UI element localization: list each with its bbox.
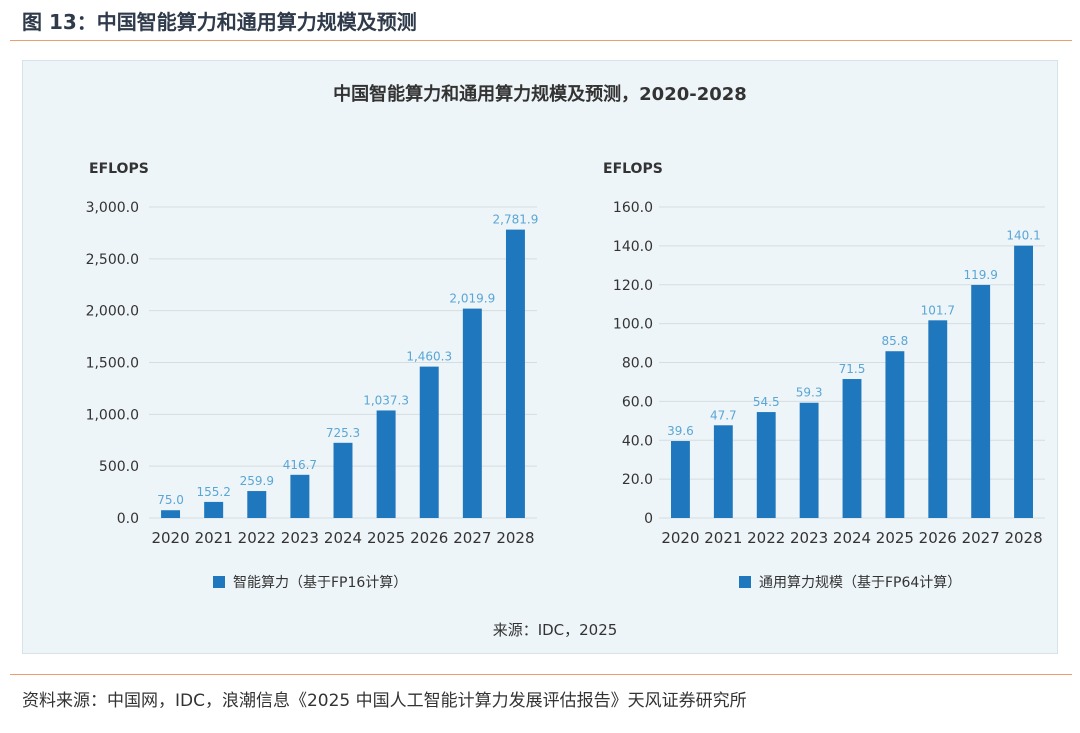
legend-swatch <box>739 576 751 588</box>
y-tick-label: 2,500.0 <box>86 252 139 268</box>
bottom-divider <box>10 674 1072 675</box>
top-divider <box>10 40 1072 41</box>
bar <box>885 351 905 518</box>
data-label: 101.7 <box>921 303 955 317</box>
x-tick-label: 2021 <box>704 529 742 547</box>
data-label: 54.5 <box>753 395 780 409</box>
chart-panel: 中国智能算力和通用算力规模及预测，2020-2028 EFLOPS 0.0 500.… <box>22 60 1058 654</box>
x-tick-label: 2024 <box>324 529 362 547</box>
data-label: 39.6 <box>667 424 694 438</box>
panel-title: 中国智能算力和通用算力规模及预测，2020-2028 <box>333 83 747 105</box>
x-tick-label: 2025 <box>876 529 914 547</box>
bar <box>971 284 991 518</box>
inner-source: 来源：IDC，2025 <box>493 621 618 639</box>
data-label: 85.8 <box>882 334 909 348</box>
y-tick-label: 1,500.0 <box>86 356 139 372</box>
y-axis-label: EFLOPS <box>603 161 663 177</box>
bar <box>505 229 525 519</box>
bar <box>1014 245 1033 519</box>
y-tick-label: 0 <box>644 511 653 527</box>
bar <box>161 510 181 518</box>
y-tick-label: 3,000.0 <box>86 200 139 216</box>
legend-label: 通用算力规模（基于FP64计算） <box>759 574 961 591</box>
data-label: 75.0 <box>157 493 184 507</box>
x-tick-label: 2027 <box>453 529 491 547</box>
data-label: 725.3 <box>326 426 360 440</box>
data-label: 119.9 <box>963 268 997 282</box>
bar <box>290 474 310 518</box>
figure-title: 图 13：中国智能算力和通用算力规模及预测 <box>22 10 417 34</box>
bar <box>799 402 819 518</box>
data-label: 416.7 <box>283 458 317 472</box>
x-tick-label: 2026 <box>410 529 448 547</box>
y-tick-label: 0.0 <box>117 511 139 527</box>
y-tick-label: 500.0 <box>99 459 139 475</box>
x-tick-label: 2021 <box>195 529 233 547</box>
bar <box>419 366 439 518</box>
x-tick-label: 2028 <box>496 529 534 547</box>
bar <box>247 491 267 518</box>
data-label: 155.2 <box>196 485 230 499</box>
data-label: 2,781.9 <box>493 213 539 227</box>
bar <box>333 442 353 518</box>
data-label: 1,037.3 <box>363 393 409 407</box>
y-tick-label: 80.0 <box>622 356 653 372</box>
source-note: 资料来源：中国网，IDC，浪潮信息《2025 中国人工智能计算力发展评估报告》天… <box>22 691 747 711</box>
data-label: 140.1 <box>1006 229 1040 243</box>
x-tick-label: 2022 <box>238 529 276 547</box>
y-tick-label: 100.0 <box>613 317 653 333</box>
bar <box>842 379 862 518</box>
x-tick-label: 2023 <box>790 529 828 547</box>
x-tick-label: 2023 <box>281 529 319 547</box>
x-tick-label: 2025 <box>367 529 405 547</box>
x-tick-label: 2020 <box>661 529 699 547</box>
right-chart: EFLOPS 0 20.0 40.0 60.0 80.0 100.0 120.0 140.0 16… <box>603 161 1045 591</box>
data-label: 259.9 <box>240 474 274 488</box>
legend-label: 智能算力（基于FP16计算） <box>233 574 407 591</box>
y-tick-label: 60.0 <box>622 394 653 410</box>
y-tick-label: 2,000.0 <box>86 304 139 320</box>
legend-swatch <box>213 576 225 588</box>
y-tick-label: 160.0 <box>613 200 653 216</box>
bar <box>756 412 776 518</box>
x-tick-label: 2027 <box>962 529 1000 547</box>
y-tick-label: 140.0 <box>613 239 653 255</box>
y-tick-label: 120.0 <box>613 278 653 294</box>
bar <box>713 425 733 518</box>
data-label: 59.3 <box>796 386 823 400</box>
y-tick-label: 1,000.0 <box>86 407 139 423</box>
bar <box>204 501 224 518</box>
y-tick-label: 20.0 <box>622 472 653 488</box>
bar <box>462 308 482 518</box>
bar <box>928 320 948 518</box>
x-tick-label: 2020 <box>151 529 189 547</box>
data-label: 71.5 <box>839 362 866 376</box>
x-tick-label: 2024 <box>833 529 871 547</box>
data-label: 1,460.3 <box>406 350 452 364</box>
data-label: 2,019.9 <box>449 292 495 306</box>
y-tick-label: 40.0 <box>622 433 653 449</box>
left-chart: EFLOPS 0.0 500.0 1,000.0 1,500.0 2,000.0 2,500… <box>86 161 539 591</box>
x-tick-label: 2026 <box>919 529 957 547</box>
bar <box>671 441 690 518</box>
x-tick-label: 2022 <box>747 529 785 547</box>
bar <box>376 410 396 518</box>
chart-svg: 中国智能算力和通用算力规模及预测，2020-2028 EFLOPS 0.0 500.… <box>86 83 1045 639</box>
data-label: 47.7 <box>710 408 737 422</box>
x-tick-label: 2028 <box>1004 529 1042 547</box>
y-axis-label: EFLOPS <box>89 161 149 177</box>
